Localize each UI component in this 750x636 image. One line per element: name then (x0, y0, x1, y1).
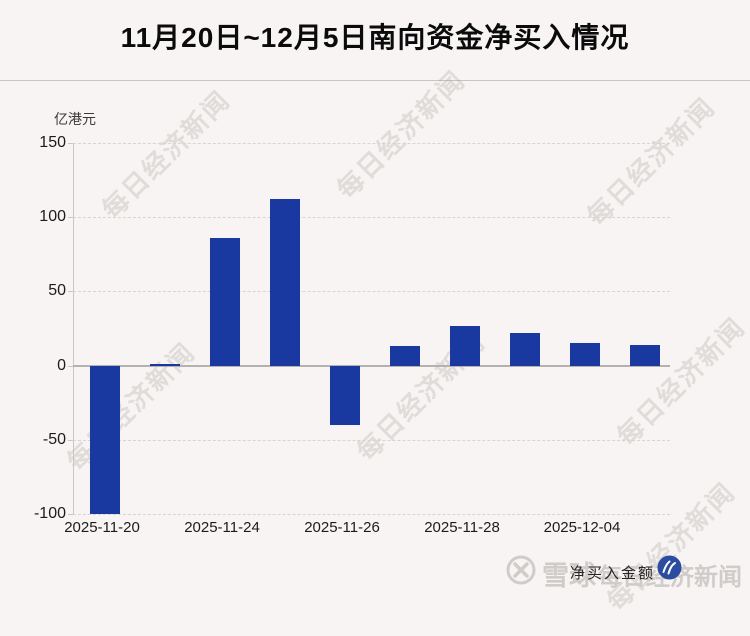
zero-line (73, 364, 670, 367)
y-axis-unit-label: 亿港元 (54, 111, 96, 127)
bar (570, 343, 600, 366)
gridline (73, 439, 670, 441)
bar (390, 346, 420, 366)
bar (510, 332, 540, 366)
x-tick-label: 2025-11-20 (64, 519, 140, 536)
gridline (73, 217, 670, 219)
x-tick-label: 2025-11-26 (304, 519, 380, 536)
y-axis-tick (68, 291, 73, 293)
gridline (73, 291, 670, 293)
y-axis-tick (68, 439, 73, 441)
y-axis-tick (68, 514, 73, 515)
y-tick-label: 100 (39, 208, 66, 226)
bar (150, 364, 180, 366)
y-axis-tick (68, 143, 73, 144)
bar (90, 365, 120, 514)
bar (630, 344, 660, 366)
y-tick-label: -100 (33, 505, 66, 522)
chart-title: 11月20日~12月5日南向资金净买入情况 (120, 22, 630, 53)
xueqiu-logo-icon (506, 555, 536, 590)
y-axis-tick (68, 365, 73, 367)
y-tick-label: 0 (57, 356, 66, 374)
gridline (73, 514, 670, 515)
plot-area (73, 143, 670, 515)
y-tick-label: 150 (39, 134, 66, 151)
bar (450, 325, 480, 366)
y-tick-label: 50 (48, 282, 66, 300)
y-axis-line (73, 143, 74, 514)
bar (270, 199, 300, 366)
x-tick-label: 2025-11-24 (184, 519, 260, 536)
y-tick-label: -50 (42, 430, 66, 448)
x-tick-label: 2025-12-04 (543, 519, 621, 536)
y-axis-tick (68, 217, 73, 219)
nbd-watermark-text: 每日经济新闻 (598, 564, 742, 591)
chart-image: 11月20日~12月5日南向资金净买入情况 每日经济新闻 每日经济新闻 每日经济… (0, 22, 750, 617)
xueqiu-watermark-text: 雪球 (542, 561, 596, 591)
gridline (73, 143, 670, 144)
bar (330, 365, 360, 425)
x-tick-label: 2025-11-28 (424, 519, 500, 536)
title-divider (0, 80, 750, 81)
bar (210, 237, 240, 366)
